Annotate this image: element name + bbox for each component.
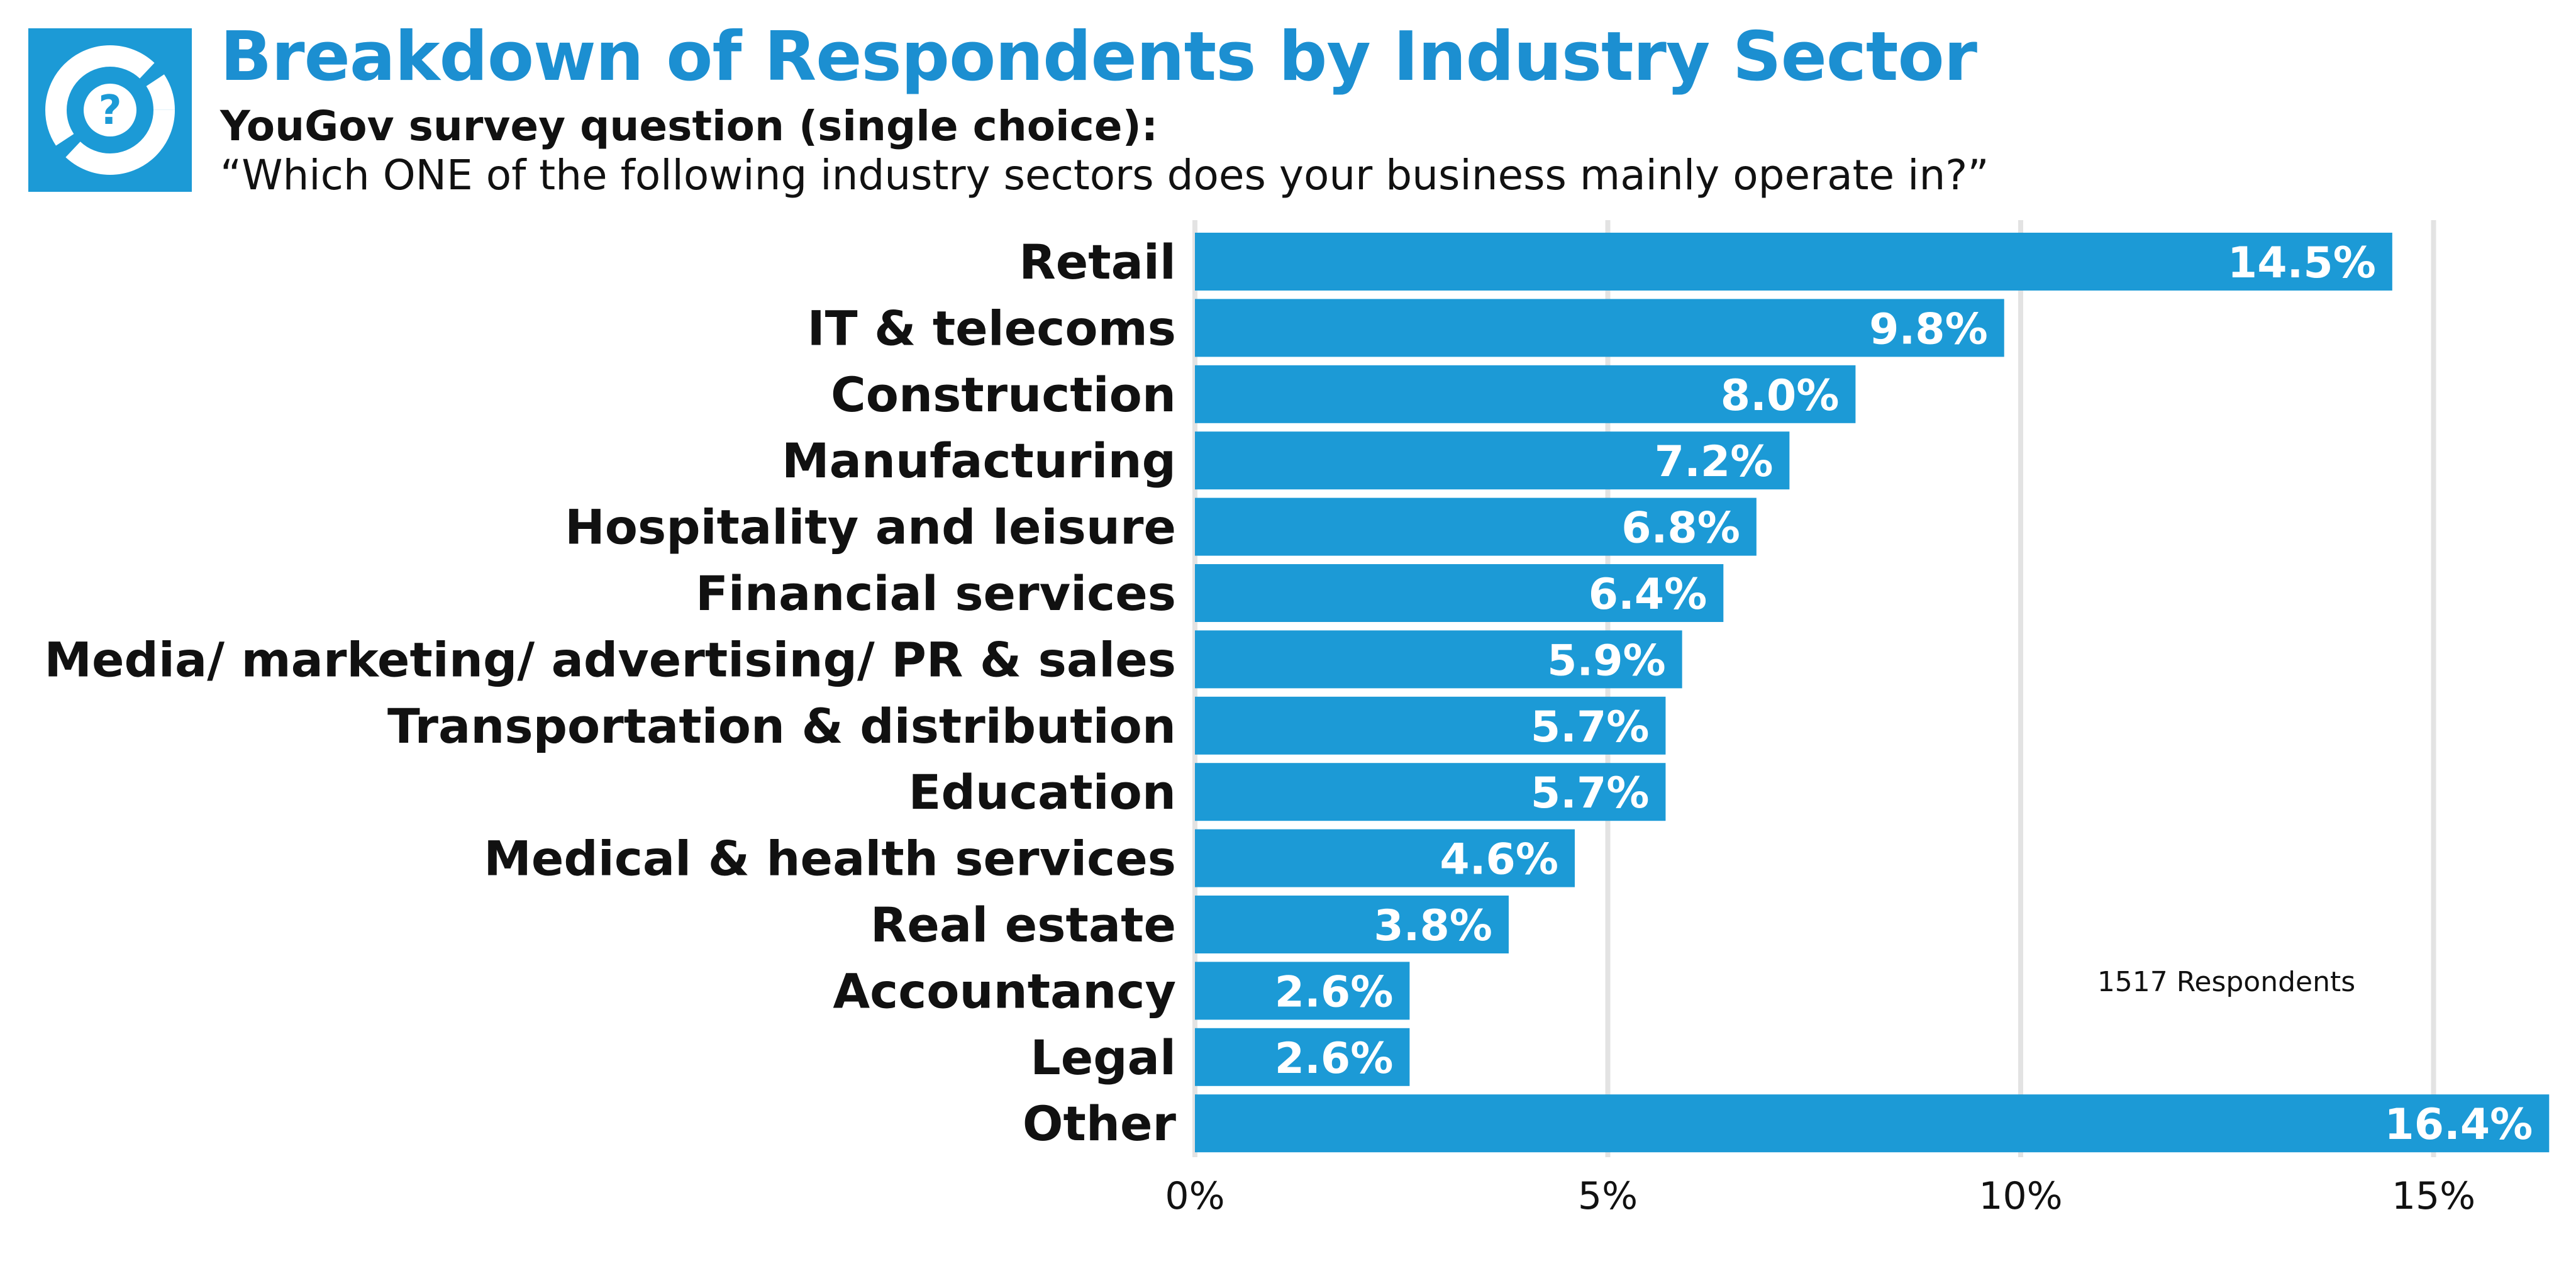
bars — [1195, 233, 2550, 1153]
bar — [1195, 564, 1724, 622]
bar — [1195, 696, 1666, 755]
bar — [1195, 763, 1666, 821]
category-label: Medical & health services — [484, 831, 1176, 887]
logo-ring — [45, 45, 175, 175]
bar — [1195, 829, 1575, 887]
category-label: Transportation & distribution — [387, 698, 1176, 754]
value-label: 5.7% — [1531, 769, 1650, 818]
bar — [1195, 365, 1856, 423]
bar — [1195, 896, 1509, 953]
value-label: 2.6% — [1275, 967, 1394, 1017]
bar — [1195, 962, 1410, 1020]
value-label: 5.7% — [1531, 702, 1650, 752]
bar — [1195, 630, 1682, 689]
category-label: Media/ marketing/ advertising/ PR & sale… — [44, 631, 1176, 687]
category-label: Real estate — [870, 897, 1176, 953]
bar — [1195, 497, 1757, 556]
bar — [1195, 431, 1790, 490]
respondents-annotation: 1517 Respondents — [2097, 966, 2355, 998]
value-label: 16.4% — [2384, 1100, 2533, 1150]
chart-title: Breakdown of Respondents by Industry Sec… — [220, 18, 1977, 96]
value-label: 8.0% — [1721, 371, 1840, 421]
value-label: 6.4% — [1589, 570, 1707, 619]
question-donut-icon: ? — [28, 28, 192, 192]
bar — [1195, 1094, 2550, 1153]
value-label: 4.6% — [1440, 835, 1558, 885]
category-label: IT & telecoms — [808, 300, 1176, 356]
logo-center — [84, 84, 136, 136]
x-tick-label: 15% — [2392, 1174, 2475, 1218]
value-label: 7.2% — [1655, 437, 1774, 487]
category-label: Retail — [1019, 234, 1176, 290]
category-label: Accountancy — [833, 963, 1176, 1019]
bar — [1195, 233, 2392, 291]
x-axis-ticks: 0% 5% 10% 15% — [1165, 1174, 2475, 1218]
value-label: 5.9% — [1547, 636, 1666, 686]
value-label: 9.8% — [1869, 304, 1988, 354]
x-tick-label: 10% — [1979, 1174, 2062, 1218]
chart-subtitle: YouGov survey question (single choice): — [220, 102, 1158, 150]
category-label: Education — [909, 764, 1176, 820]
x-tick-label: 5% — [1578, 1174, 1638, 1218]
category-label: Manufacturing — [782, 433, 1176, 489]
value-label: 3.8% — [1374, 901, 1492, 951]
value-label: 2.6% — [1275, 1034, 1394, 1084]
category-label: Construction — [831, 367, 1176, 423]
logo-question-mark: ? — [98, 87, 121, 134]
category-label: Hospitality and leisure — [565, 499, 1176, 555]
category-label: Other — [1023, 1096, 1177, 1152]
category-labels: Retail IT & telecoms Construction Manufactu… — [44, 234, 1176, 1152]
x-tick-label: 0% — [1165, 1174, 1224, 1218]
value-label: 6.8% — [1621, 504, 1740, 553]
value-labels: 14.5% 9.8% 8.0% 7.2% 6.8% 6.4% 5.9% 5.7% 5.7% 4.6… — [1275, 238, 2533, 1150]
survey-question: “Which ONE of the following industry sec… — [220, 151, 1989, 199]
category-label: Financial services — [696, 565, 1176, 621]
category-label: Legal — [1030, 1030, 1176, 1085]
value-label: 14.5% — [2228, 238, 2376, 288]
bar — [1195, 299, 2004, 357]
bar — [1195, 1028, 1410, 1086]
